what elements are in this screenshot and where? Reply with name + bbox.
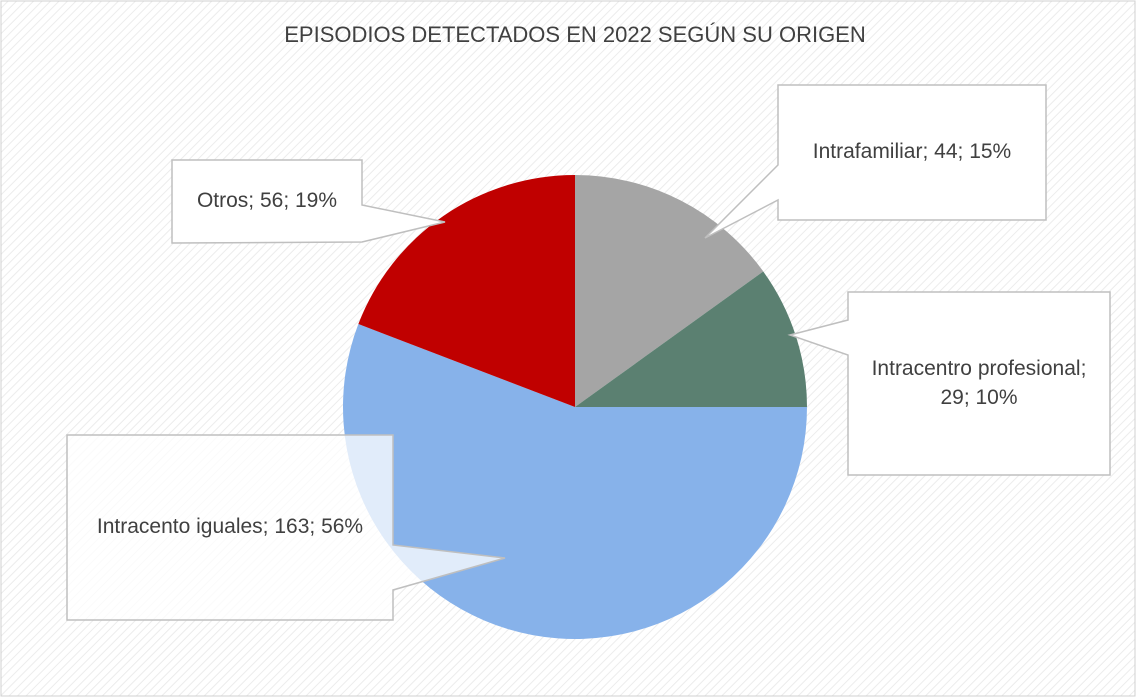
data-label-line: Otros; 56; 19% xyxy=(197,187,337,215)
category-label: Intracentro profesional xyxy=(871,357,1081,381)
data-label-text: Otros; 56; 19% xyxy=(172,160,362,243)
separator: ; xyxy=(957,140,970,164)
value-label: 163 xyxy=(274,515,310,539)
category-label: Otros xyxy=(196,189,249,213)
callout-box xyxy=(66,434,506,621)
percent-label: 15% xyxy=(969,140,1012,164)
data-label: Otros; 56; 19% xyxy=(172,160,362,243)
pie-slice xyxy=(575,271,807,407)
callout-box xyxy=(171,159,446,244)
data-label: Intracentro profesional; 29; 10% xyxy=(848,292,1110,475)
data-label-line: Intracentro profesional; 29; 10% xyxy=(858,355,1100,412)
data-label-text: Intrafamiliar; 44; 15% xyxy=(778,85,1046,220)
category-label: Intracento iguales xyxy=(96,515,263,539)
data-label-line: Intrafamiliar; 44; 15% xyxy=(813,138,1011,166)
callout-box xyxy=(704,84,1047,239)
separator: ; xyxy=(1080,357,1087,381)
data-label: Intrafamiliar; 44; 15% xyxy=(778,85,1046,220)
percent-label: 10% xyxy=(975,385,1018,409)
data-label-text: Intracento iguales; 163; 56% xyxy=(67,435,393,620)
chart-title: EPISODIOS DETECTADOS EN 2022 SEGÚN SU OR… xyxy=(284,22,866,47)
separator: ; xyxy=(283,189,295,213)
data-label: Intracento iguales; 163; 56% xyxy=(67,435,393,620)
data-label-text: Intracentro profesional; 29; 10% xyxy=(848,292,1110,475)
value-label: 56 xyxy=(259,189,284,213)
value-label: 44 xyxy=(934,140,958,164)
separator: ; xyxy=(248,189,260,213)
separator: ; xyxy=(309,515,322,539)
separator: ; xyxy=(262,515,275,539)
percent-label: 19% xyxy=(295,189,338,213)
category-label: Intrafamiliar xyxy=(812,140,923,164)
data-label-line: Intracento iguales; 163; 56% xyxy=(97,513,363,541)
percent-label: 56% xyxy=(321,515,364,539)
callout-box xyxy=(787,291,1111,476)
value-label: 29 xyxy=(940,385,964,409)
separator: ; xyxy=(922,140,935,164)
separator: ; xyxy=(963,385,976,409)
pie-slice xyxy=(358,175,575,407)
